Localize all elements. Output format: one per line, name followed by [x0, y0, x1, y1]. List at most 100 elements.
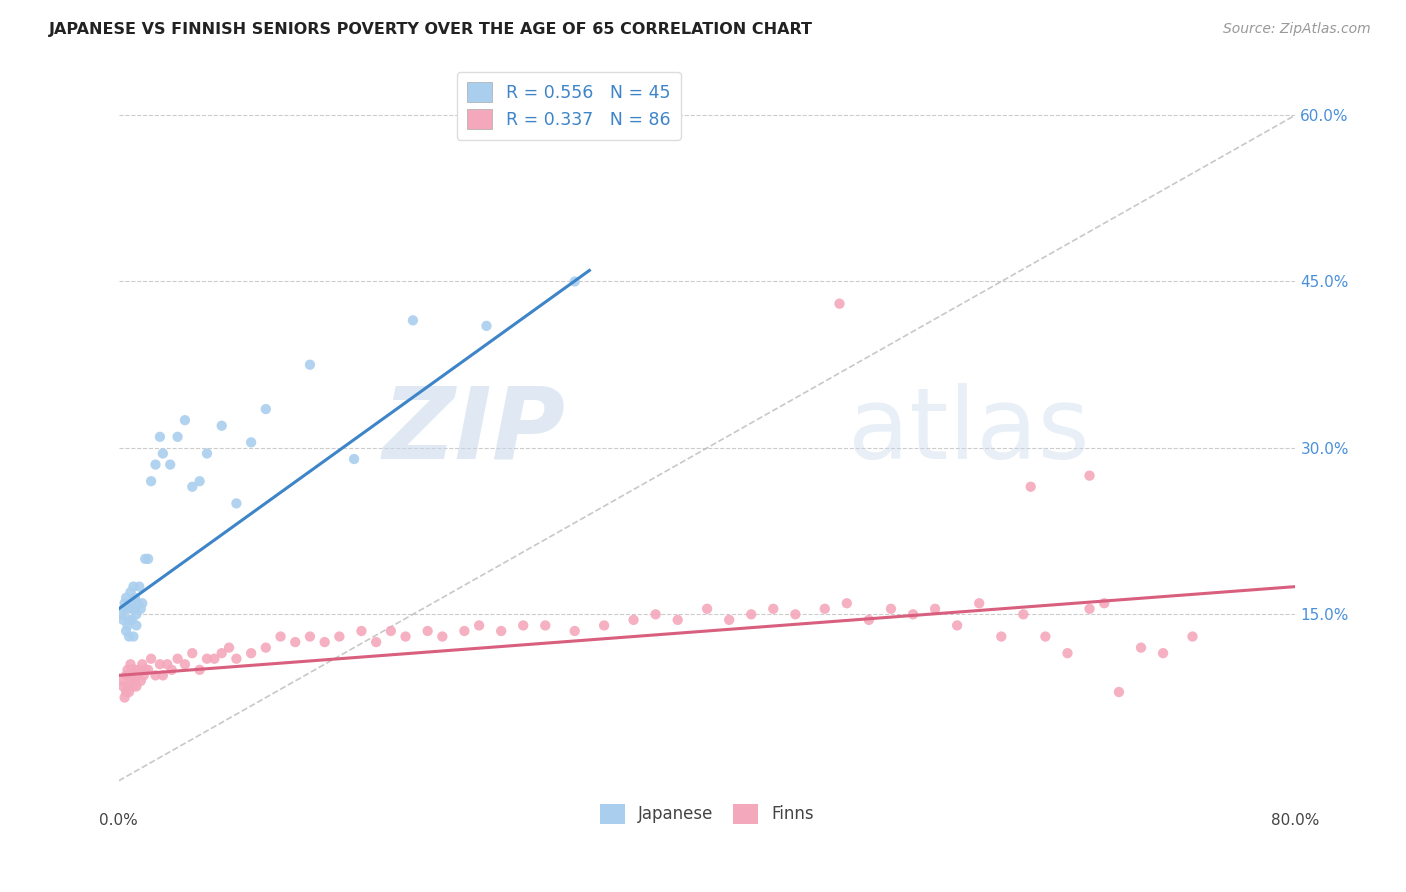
Point	[156, 657, 179, 672]
Point	[328, 630, 350, 644]
Point	[298, 630, 321, 644]
Point	[990, 630, 1012, 644]
Point	[225, 651, 247, 665]
Point	[489, 624, 512, 638]
Point	[1012, 607, 1035, 622]
Point	[924, 602, 946, 616]
Point	[593, 618, 616, 632]
Point	[112, 613, 135, 627]
Point	[111, 673, 134, 688]
Point	[129, 673, 152, 688]
Point	[218, 640, 240, 655]
Point	[188, 474, 211, 488]
Point	[195, 651, 218, 665]
Point	[785, 607, 807, 622]
Point	[134, 663, 156, 677]
Point	[115, 591, 138, 605]
Point	[114, 602, 136, 616]
Point	[284, 635, 307, 649]
Point	[475, 318, 498, 333]
Point	[240, 646, 263, 660]
Text: atlas: atlas	[848, 383, 1090, 480]
Point	[254, 402, 277, 417]
Point	[828, 296, 851, 310]
Point	[814, 602, 837, 616]
Point	[111, 607, 134, 622]
Point	[139, 651, 162, 665]
Point	[117, 663, 139, 677]
Point	[174, 657, 197, 672]
Point	[174, 413, 197, 427]
Point	[1130, 640, 1153, 655]
Point	[762, 602, 785, 616]
Point	[901, 607, 924, 622]
Point	[139, 474, 162, 488]
Point	[880, 602, 903, 616]
Point	[1108, 685, 1130, 699]
Point	[740, 607, 762, 622]
Point	[1035, 630, 1057, 644]
Point	[132, 668, 155, 682]
Text: JAPANESE VS FINNISH SENIORS POVERTY OVER THE AGE OF 65 CORRELATION CHART: JAPANESE VS FINNISH SENIORS POVERTY OVER…	[49, 22, 813, 37]
Point	[202, 651, 225, 665]
Point	[453, 624, 475, 638]
Point	[225, 496, 247, 510]
Text: ZIP: ZIP	[382, 383, 565, 480]
Point	[152, 668, 174, 682]
Point	[512, 618, 534, 632]
Point	[1152, 646, 1174, 660]
Point	[112, 680, 135, 694]
Point	[1078, 602, 1101, 616]
Point	[131, 657, 153, 672]
Point	[149, 657, 172, 672]
Point	[696, 602, 718, 616]
Point	[120, 673, 142, 688]
Point	[127, 668, 149, 682]
Point	[967, 596, 990, 610]
Point	[117, 618, 139, 632]
Point	[1056, 646, 1078, 660]
Point	[343, 452, 366, 467]
Point	[124, 602, 146, 616]
Point	[115, 624, 138, 638]
Point	[623, 613, 645, 627]
Point	[124, 673, 146, 688]
Point	[1092, 596, 1115, 610]
Point	[145, 458, 167, 472]
Point	[124, 591, 146, 605]
Point	[115, 685, 138, 699]
Point	[121, 613, 143, 627]
Point	[644, 607, 666, 622]
Point	[125, 618, 148, 632]
Point	[129, 602, 152, 616]
Point	[122, 580, 145, 594]
Point	[1019, 480, 1042, 494]
Point	[298, 358, 321, 372]
Point	[666, 613, 689, 627]
Point	[468, 618, 491, 632]
Point	[136, 552, 159, 566]
Point	[117, 680, 139, 694]
Point	[314, 635, 336, 649]
Point	[122, 680, 145, 694]
Point	[145, 668, 167, 682]
Point	[416, 624, 439, 638]
Point	[114, 596, 136, 610]
Point	[380, 624, 402, 638]
Point	[114, 690, 136, 705]
Point	[120, 596, 142, 610]
Legend: Japanese, Finns: Japanese, Finns	[588, 792, 827, 836]
Point	[122, 663, 145, 677]
Point	[160, 663, 183, 677]
Point	[125, 680, 148, 694]
Text: Source: ZipAtlas.com: Source: ZipAtlas.com	[1223, 22, 1371, 37]
Point	[188, 663, 211, 677]
Point	[1181, 630, 1204, 644]
Point	[240, 435, 263, 450]
Point	[125, 607, 148, 622]
Point	[120, 657, 142, 672]
Point	[136, 663, 159, 677]
Point	[115, 668, 138, 682]
Point	[118, 685, 141, 699]
Point	[121, 602, 143, 616]
